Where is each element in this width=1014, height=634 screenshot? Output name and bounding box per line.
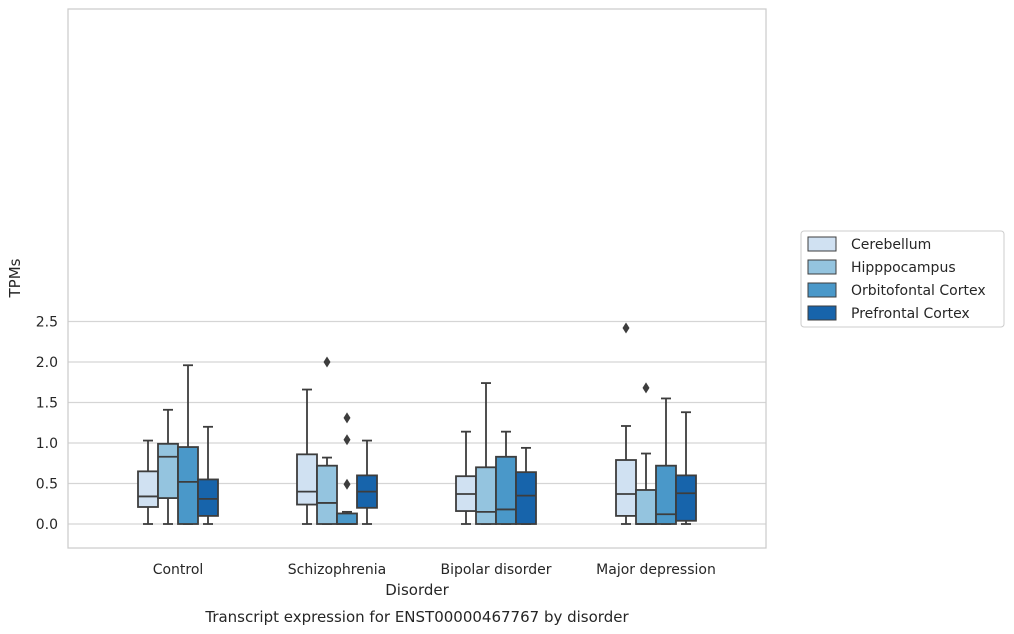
box bbox=[655, 464, 677, 525]
legend-label: Orbitofontal Cortex bbox=[851, 283, 986, 299]
box bbox=[475, 466, 497, 525]
outlier-point bbox=[642, 382, 650, 394]
box bbox=[157, 442, 179, 499]
box bbox=[675, 474, 697, 522]
box bbox=[515, 471, 537, 525]
box-group bbox=[197, 425, 219, 525]
legend: Cerebellum Hipppocampus Orbitofontal Corte… bbox=[800, 230, 1005, 328]
y-tick-label: 2.5 bbox=[36, 315, 58, 331]
legend-swatch bbox=[807, 282, 837, 298]
box bbox=[495, 455, 517, 525]
box bbox=[316, 464, 338, 525]
outlier-point bbox=[622, 322, 630, 334]
box-group bbox=[336, 412, 358, 525]
outlier-point bbox=[343, 434, 351, 446]
box bbox=[615, 459, 637, 517]
plot-frame bbox=[67, 8, 767, 549]
legend-label: Hipppocampus bbox=[851, 260, 956, 276]
legend-swatch bbox=[807, 236, 837, 252]
y-tick-label: 1.5 bbox=[36, 396, 58, 412]
box bbox=[137, 470, 159, 508]
y-tick-label: 0.0 bbox=[36, 517, 58, 533]
box-group bbox=[316, 356, 338, 525]
x-axis-title: Disorder bbox=[385, 581, 449, 599]
legend-frame bbox=[800, 230, 1005, 328]
outlier-point bbox=[323, 356, 331, 368]
box-group bbox=[675, 411, 697, 525]
box-group bbox=[356, 439, 378, 525]
y-tick-label: 2.0 bbox=[36, 355, 58, 371]
box-group bbox=[615, 322, 637, 525]
legend-label: Cerebellum bbox=[851, 237, 931, 253]
x-tick-label: Bipolar disorder bbox=[440, 562, 551, 578]
y-tick-label: 0.5 bbox=[36, 477, 58, 493]
box bbox=[177, 446, 199, 525]
outlier-point bbox=[343, 412, 351, 424]
boxes bbox=[137, 322, 697, 525]
x-tick-label: Major depression bbox=[596, 562, 716, 578]
box bbox=[296, 453, 318, 506]
legend-label: Prefrontal Cortex bbox=[851, 306, 970, 322]
box-group bbox=[515, 446, 537, 525]
box-group bbox=[635, 382, 657, 525]
box-group bbox=[177, 364, 199, 525]
box-group bbox=[157, 408, 179, 525]
box bbox=[635, 489, 657, 525]
legend-swatch bbox=[807, 259, 837, 275]
x-tick-label: Schizophrenia bbox=[288, 562, 386, 578]
box bbox=[197, 478, 219, 517]
tick-labels: 0.0 0.5 1.0 1.5 2.0 2.5 Control Schizophrenia Bi… bbox=[36, 315, 716, 579]
box-group bbox=[475, 382, 497, 525]
box bbox=[336, 512, 358, 525]
x-tick-label: Control bbox=[153, 562, 204, 578]
y-tick-label: 1.0 bbox=[36, 436, 58, 452]
legend-swatch bbox=[807, 305, 837, 321]
chart-caption: Transcript expression for ENST0000046776… bbox=[204, 608, 629, 626]
y-axis-title: TPMs bbox=[6, 258, 24, 298]
outlier-point bbox=[343, 478, 351, 490]
